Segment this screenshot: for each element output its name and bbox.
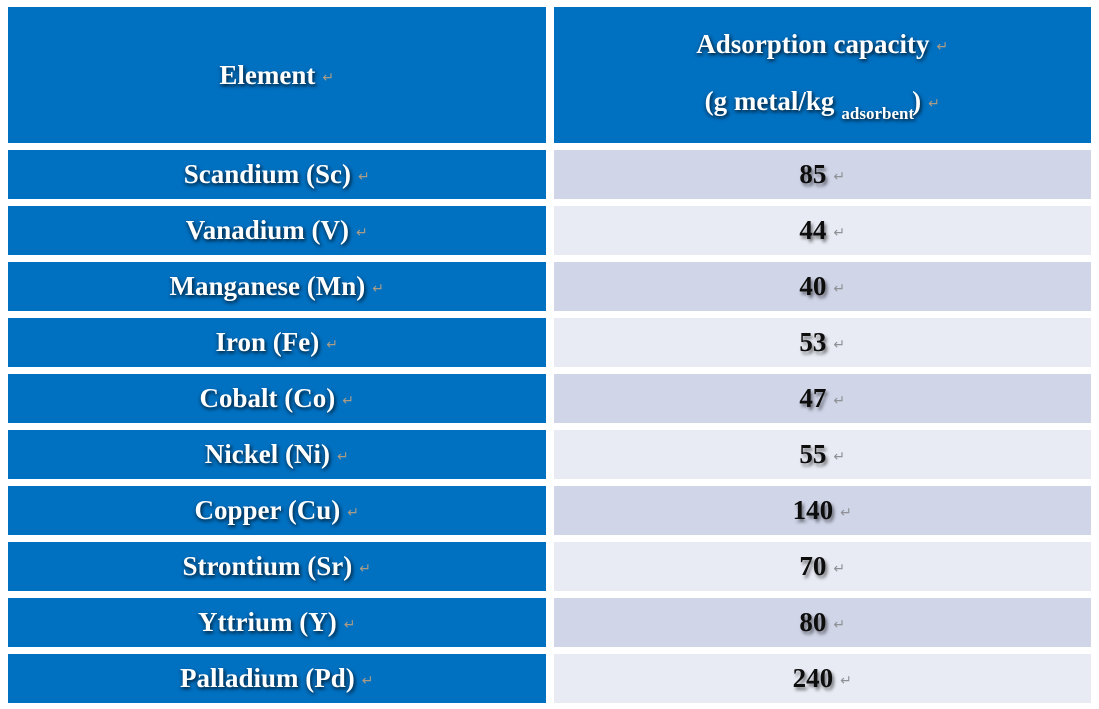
capacity-header-line1: Adsorption capacity ↵	[554, 29, 1092, 60]
return-mark-icon: ↵	[833, 561, 846, 577]
capacity-cell: 240 ↵	[553, 654, 1091, 703]
capacity-value: 70	[799, 551, 827, 581]
element-cell: Manganese (Mn) ↵	[8, 262, 546, 311]
capacity-value: 240	[792, 663, 834, 693]
table-row: Copper (Cu) ↵ 140 ↵	[8, 486, 1091, 535]
element-cell: Copper (Cu) ↵	[8, 486, 546, 535]
capacity-header-units-subscript: adsorbent	[841, 103, 915, 123]
table-row: Palladium (Pd) ↵ 240 ↵	[8, 654, 1091, 703]
element-label: Iron (Fe)	[215, 327, 320, 357]
return-mark-icon: ↵	[336, 449, 349, 465]
element-cell: Nickel (Ni) ↵	[8, 430, 546, 479]
return-mark-icon: ↵	[347, 505, 359, 521]
return-mark-icon: ↵	[358, 169, 370, 185]
element-label: Scandium (Sc)	[183, 159, 352, 189]
capacity-cell: 80 ↵	[553, 598, 1091, 647]
table-row: Yttrium (Y) ↵ 80 ↵	[8, 598, 1091, 647]
capacity-cell: 40 ↵	[553, 262, 1091, 311]
capacity-cell: 44 ↵	[553, 206, 1091, 255]
element-label: Nickel (Ni)	[204, 439, 330, 469]
element-label: Cobalt (Co)	[199, 383, 336, 413]
return-mark-icon: ↵	[936, 38, 949, 55]
table-row: Manganese (Mn) ↵ 40 ↵	[8, 262, 1091, 311]
element-cell: Cobalt (Co) ↵	[8, 374, 546, 423]
return-mark-icon: ↵	[833, 169, 846, 185]
table-row: Cobalt (Co) ↵ 47 ↵	[8, 374, 1091, 423]
capacity-value: 47	[799, 383, 827, 413]
capacity-value: 80	[799, 607, 827, 637]
return-mark-icon: ↵	[359, 561, 371, 577]
table-row: Iron (Fe) ↵ 53 ↵	[8, 318, 1091, 367]
element-column-header: Element ↵	[8, 7, 546, 143]
return-mark-icon: ↵	[840, 673, 852, 689]
capacity-header-title: Adsorption capacity	[696, 28, 930, 59]
capacity-header-line2: (g metal/kg adsorbent) ↵	[554, 86, 1092, 124]
table-row: Scandium (Sc) ↵ 85 ↵	[8, 150, 1091, 199]
capacity-value: 55	[799, 439, 827, 469]
return-mark-icon: ↵	[326, 337, 338, 353]
element-label: Palladium (Pd)	[180, 663, 355, 693]
return-mark-icon: ↵	[833, 225, 846, 241]
element-cell: Vanadium (V) ↵	[8, 206, 546, 255]
capacity-value: 40	[799, 271, 827, 301]
element-label: Yttrium (Y)	[198, 607, 337, 637]
return-mark-icon: ↵	[928, 95, 940, 112]
return-mark-icon: ↵	[833, 449, 846, 465]
element-label: Manganese (Mn)	[169, 271, 366, 301]
return-mark-icon: ↵	[840, 505, 852, 521]
return-mark-icon: ↵	[342, 393, 354, 409]
return-mark-icon: ↵	[833, 281, 846, 297]
capacity-header-units-suffix: )	[912, 85, 922, 116]
element-cell: Iron (Fe) ↵	[8, 318, 546, 367]
element-cell: Scandium (Sc) ↵	[8, 150, 546, 199]
element-label: Strontium (Sr)	[182, 551, 353, 581]
return-mark-icon: ↵	[372, 281, 384, 297]
table-row: Strontium (Sr) ↵ 70 ↵	[8, 542, 1091, 591]
capacity-value: 85	[799, 159, 827, 189]
return-mark-icon: ↵	[343, 617, 356, 633]
capacity-header-units-prefix: (g metal/kg	[704, 85, 835, 116]
capacity-cell: 140 ↵	[553, 486, 1091, 535]
table-row: Vanadium (V) ↵ 44 ↵	[8, 206, 1091, 255]
return-mark-icon: ↵	[833, 337, 846, 353]
capacity-cell: 70 ↵	[553, 542, 1091, 591]
table-row: Nickel (Ni) ↵ 55 ↵	[8, 430, 1091, 479]
capacity-value: 140	[792, 495, 834, 525]
element-label: Vanadium (V)	[185, 215, 350, 245]
element-cell: Palladium (Pd) ↵	[8, 654, 546, 703]
capacity-column-header: Adsorption capacity ↵ (g metal/kg adsorben…	[553, 7, 1092, 143]
return-mark-icon: ↵	[356, 225, 368, 241]
capacity-cell: 53 ↵	[553, 318, 1091, 367]
element-cell: Yttrium (Y) ↵	[8, 598, 546, 647]
return-mark-icon: ↵	[833, 393, 846, 409]
element-header-label: Element	[219, 59, 316, 90]
capacity-cell: 85 ↵	[553, 150, 1091, 199]
capacity-value: 53	[799, 327, 827, 357]
element-cell: Strontium (Sr) ↵	[8, 542, 546, 591]
capacity-value: 44	[799, 215, 827, 245]
capacity-cell: 47 ↵	[553, 374, 1091, 423]
header-row: Element ↵ Adsorption capacity ↵ (g metal/k…	[8, 7, 1091, 143]
capacity-cell: 55 ↵	[553, 430, 1091, 479]
return-mark-icon: ↵	[833, 617, 846, 633]
element-label: Copper (Cu)	[194, 495, 341, 525]
return-mark-icon: ↵	[361, 673, 374, 689]
return-mark-icon: ↵	[322, 69, 335, 86]
